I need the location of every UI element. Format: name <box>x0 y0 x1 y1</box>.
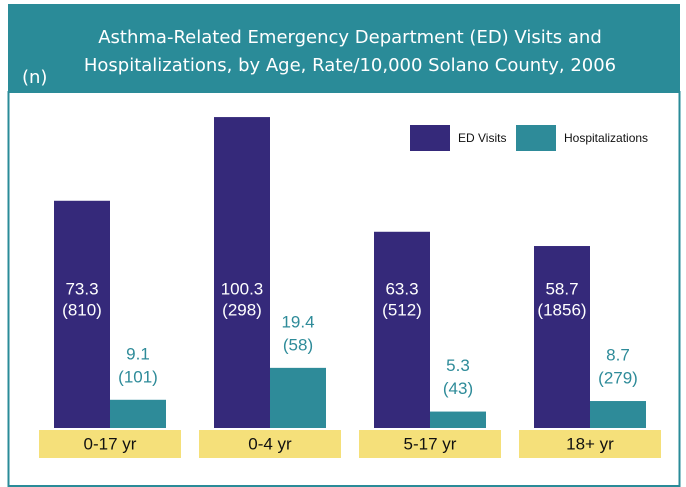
category-box <box>39 430 181 458</box>
x-tick-label: 0-4 yr <box>248 434 292 453</box>
chart-title: Hospitalizations, by Age, Rate/10,000 So… <box>84 55 616 76</box>
count-label: (101) <box>118 367 158 386</box>
count-label: (279) <box>598 369 638 388</box>
bar <box>590 401 646 428</box>
count-label: (43) <box>443 379 473 398</box>
value-label: 5.3 <box>446 356 470 375</box>
chart-title: Asthma-Related Emergency Department (ED)… <box>98 27 602 48</box>
x-tick-label: 18+ yr <box>566 434 614 453</box>
value-label: 9.1 <box>126 344 150 363</box>
category-box <box>519 430 661 458</box>
bar <box>534 246 590 428</box>
n-label: (n) <box>22 67 47 88</box>
legend-swatch <box>516 125 556 151</box>
value-label: 100.3 <box>221 279 264 298</box>
count-label: (58) <box>283 335 313 354</box>
category-box <box>359 430 501 458</box>
count-label: (298) <box>222 300 262 319</box>
category-box <box>199 430 341 458</box>
legend-swatch <box>410 125 450 151</box>
value-label: 73.3 <box>65 279 98 298</box>
bar <box>374 231 430 428</box>
bar <box>430 411 486 428</box>
value-label: 8.7 <box>606 346 630 365</box>
header-band <box>8 4 680 92</box>
value-label: 63.3 <box>385 279 418 298</box>
bar <box>214 117 270 428</box>
bar <box>110 399 166 428</box>
bar <box>54 200 110 428</box>
count-label: (512) <box>382 300 422 319</box>
value-label: 19.4 <box>281 312 314 331</box>
x-tick-label: 5-17 yr <box>404 434 457 453</box>
legend-label: ED Visits <box>458 131 506 145</box>
count-label: (810) <box>62 300 102 319</box>
count-label: (1856) <box>537 300 586 319</box>
legend-label: Hospitalizations <box>564 131 648 145</box>
value-label: 58.7 <box>545 279 578 298</box>
bar <box>270 367 326 428</box>
x-tick-label: 0-17 yr <box>84 434 137 453</box>
